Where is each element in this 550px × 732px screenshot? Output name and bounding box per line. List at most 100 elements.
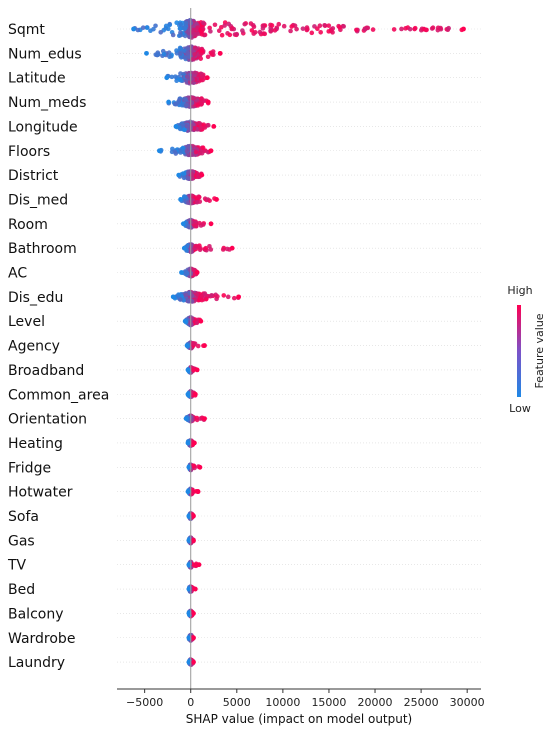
shap-point xyxy=(182,55,188,60)
shap-point xyxy=(193,243,199,249)
shap-point xyxy=(163,23,169,29)
shap-point xyxy=(399,26,404,32)
shap-point-min xyxy=(186,635,192,641)
x-tick-label: 5000 xyxy=(223,696,251,709)
shap-point xyxy=(180,145,186,151)
shap-point xyxy=(269,23,275,28)
shap-point xyxy=(178,150,183,155)
shap-point xyxy=(322,22,327,28)
shap-point xyxy=(167,22,173,28)
shap-point xyxy=(446,25,451,31)
shap-point xyxy=(184,123,190,129)
shap-point xyxy=(222,23,227,28)
shap-point xyxy=(412,26,417,32)
shap-point-min xyxy=(186,562,192,568)
shap-point-max xyxy=(195,489,201,495)
shap-point xyxy=(198,56,204,61)
shap-point xyxy=(176,292,181,297)
shap-point xyxy=(184,271,189,277)
beeswarm-level xyxy=(182,314,204,328)
shap-point-max xyxy=(202,343,207,348)
x-tick-label: 15000 xyxy=(311,696,346,709)
shap-point-min xyxy=(179,270,184,275)
shap-point xyxy=(192,52,197,57)
feature-label: Wardrobe xyxy=(8,631,75,647)
shap-point xyxy=(169,74,175,80)
shap-point xyxy=(326,29,332,34)
shap-point xyxy=(181,171,187,177)
shap-point xyxy=(178,22,183,27)
shap-point-min xyxy=(156,148,162,154)
shap-point-max xyxy=(191,513,196,519)
feature-label: Latitude xyxy=(8,71,66,87)
shap-point-min xyxy=(185,489,191,495)
shap-point xyxy=(140,25,146,30)
shap-point-max xyxy=(197,464,203,470)
x-tick-label: 25000 xyxy=(404,696,439,709)
shap-point xyxy=(423,27,429,33)
shap-point-max xyxy=(191,659,196,665)
beeswarm-num_meds xyxy=(166,95,211,109)
feature-label: Dis_edu xyxy=(8,290,63,306)
feature-label: Num_meds xyxy=(8,95,86,111)
shap-point-max xyxy=(199,172,205,178)
shap-point xyxy=(194,199,200,205)
shap-point xyxy=(178,71,183,76)
colorbar-gradient xyxy=(517,305,521,397)
beeswarm-agency xyxy=(184,340,207,351)
shap-point-min xyxy=(186,537,192,543)
shap-point-max xyxy=(202,416,207,421)
beeswarm-orientation xyxy=(183,413,207,424)
shap-point-max xyxy=(191,537,196,543)
shap-point xyxy=(192,563,198,568)
shap-point xyxy=(161,51,167,57)
shap-point xyxy=(177,77,183,83)
beeswarm-longitude xyxy=(173,119,217,133)
shap-point xyxy=(231,295,237,301)
shap-point xyxy=(178,297,183,302)
shap-point xyxy=(203,245,209,251)
shap-point-max xyxy=(236,294,242,300)
shap-point xyxy=(330,30,335,35)
shap-point xyxy=(199,96,204,102)
shap-point-min xyxy=(144,50,149,56)
shap-point xyxy=(199,101,205,107)
shap-point xyxy=(226,21,232,27)
shap-point-min xyxy=(185,367,191,373)
shap-point xyxy=(178,26,183,32)
shap-point-min xyxy=(185,440,191,446)
colorbar-title: Feature value xyxy=(533,313,546,388)
shap-point xyxy=(176,33,182,39)
beeswarm-tv xyxy=(186,559,202,570)
shap-point xyxy=(198,245,203,251)
shap-point xyxy=(189,172,195,177)
shap-point xyxy=(200,73,205,79)
feature-label: Room xyxy=(8,217,48,233)
shap-point-max xyxy=(205,99,211,105)
feature-label: Laundry xyxy=(8,655,65,671)
shap-point xyxy=(202,125,208,130)
shap-point xyxy=(194,223,199,229)
shap-point-min xyxy=(185,391,191,397)
feature-label: Hotwater xyxy=(8,485,73,501)
shap-point xyxy=(178,46,184,51)
shap-point-min xyxy=(166,99,172,105)
shap-point-max xyxy=(194,367,200,373)
shap-point xyxy=(257,29,263,35)
feature-rows: Sqmt Num_edus Latitude Num_meds Longitude Flo… xyxy=(7,22,481,671)
shap-point xyxy=(268,29,274,34)
shap-point xyxy=(174,20,180,26)
shap-point xyxy=(227,32,233,38)
shap-point xyxy=(205,54,211,60)
shap-point-max xyxy=(217,50,223,56)
shap-point xyxy=(184,74,190,79)
feature-label: Heating xyxy=(8,436,63,452)
shap-point-min xyxy=(131,26,136,32)
beeswarm-broadband xyxy=(185,364,200,375)
shap-point xyxy=(183,21,189,26)
shap-point xyxy=(219,32,225,38)
feature-label: TV xyxy=(7,558,27,574)
shap-point-max xyxy=(208,221,214,227)
shap-point xyxy=(199,48,205,54)
shap-point xyxy=(186,176,191,181)
